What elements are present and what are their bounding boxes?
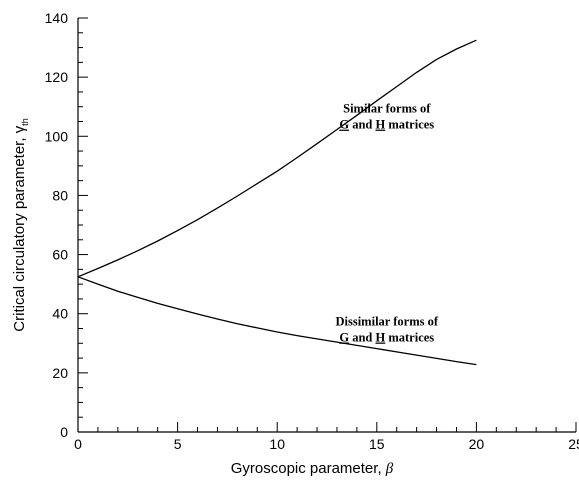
matrix-symbol: H	[375, 331, 385, 345]
series-line-2	[77, 276, 477, 366]
annotation-2-line2: G and H matrices	[339, 331, 434, 345]
plot-frame	[77, 18, 576, 433]
x-tick-label: 5	[174, 436, 182, 452]
annotation-1-line2: G and H matrices	[339, 118, 434, 132]
x-tick-label: 0	[74, 436, 82, 452]
x-tick-label: 25	[568, 436, 579, 452]
annotation-1-line1: Similar forms of	[343, 102, 431, 116]
annotation-text: and	[349, 118, 375, 132]
y-axis-label: Critical circulatory parameter, γth	[11, 118, 30, 331]
y-tick-label: 140	[45, 10, 69, 26]
series-line-1	[77, 39, 477, 278]
matrix-symbol: H	[375, 118, 385, 132]
x-tick-label: 10	[269, 436, 285, 452]
y-tick-label: 120	[45, 69, 69, 85]
x-tick-label: 20	[469, 436, 485, 452]
x-axis-label: Gyroscopic parameter, β	[231, 460, 394, 477]
y-tick-label: 40	[52, 306, 68, 322]
annotation-text: and	[349, 331, 375, 345]
matrix-symbol: G	[339, 331, 349, 345]
annotations: Similar forms of G and H matrices Dissimil…	[335, 102, 438, 345]
annotation-text: matrices	[385, 118, 434, 132]
y-tick-label: 80	[52, 187, 68, 203]
x-tick-label: 15	[369, 436, 385, 452]
y-tick-label: 20	[52, 365, 68, 381]
y-tick-label: 60	[52, 247, 68, 263]
y-tick-label: 100	[45, 128, 69, 144]
axis-ticks	[77, 17, 577, 433]
y-tick-label: 0	[60, 424, 68, 440]
tick-labels: 0 5 10 15 20 25 0 20 40 60 80 100 120 140	[45, 10, 579, 452]
matrix-symbol: G	[339, 118, 349, 132]
series-group	[77, 39, 477, 366]
annotation-2-line1: Dissimilar forms of	[335, 315, 438, 329]
annotation-text: matrices	[385, 331, 434, 345]
